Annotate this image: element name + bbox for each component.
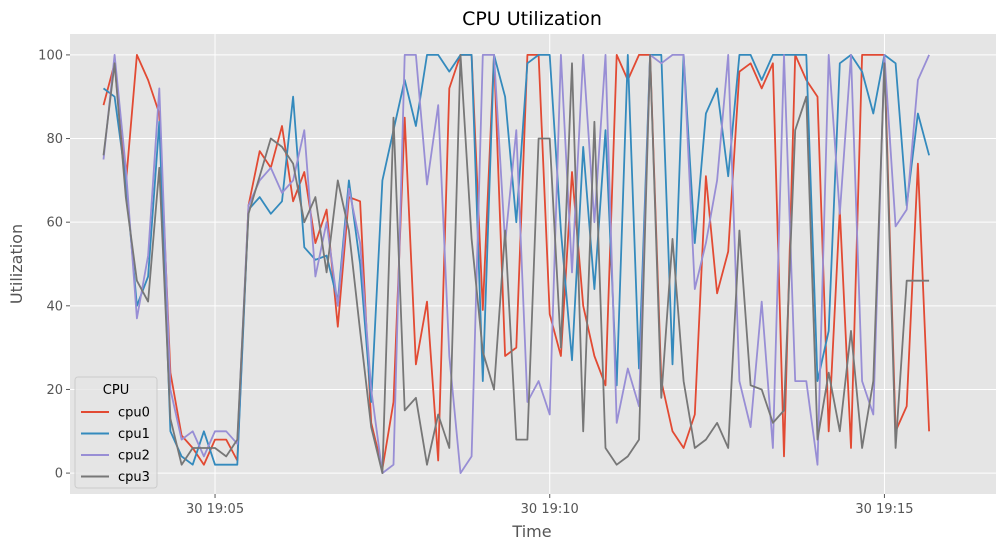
y-axis-ticks: 0 20 40 60 80 100	[38, 48, 70, 482]
y-tick-label: 80	[46, 132, 63, 147]
plot-area	[70, 34, 996, 494]
legend-label-cpu1: cpu1	[118, 427, 150, 442]
legend-title: CPU	[103, 383, 129, 398]
y-tick-label: 60	[46, 216, 63, 231]
y-axis-label: Utilization	[7, 224, 26, 304]
x-tick-label: 30 19:10	[521, 502, 579, 517]
x-axis-label: Time	[511, 522, 551, 541]
x-tick-label: 30 19:05	[186, 502, 244, 517]
legend-box	[74, 376, 158, 489]
y-tick-label: 0	[55, 467, 63, 482]
y-tick-label: 40	[46, 299, 63, 314]
x-tick-label: 30 19:15	[855, 502, 913, 517]
x-axis-ticks: 30 19:05 30 19:10 30 19:15	[186, 494, 914, 517]
chart-title: CPU Utilization	[462, 8, 602, 30]
legend-label-cpu0: cpu0	[118, 406, 150, 421]
legend-items: cpu0 cpu1 cpu2 cpu3	[81, 406, 150, 485]
y-tick-label: 100	[38, 48, 63, 63]
series-line-cpu3	[102, 54, 930, 475]
y-tick-label: 20	[46, 383, 63, 398]
series-lines	[102, 54, 930, 475]
legend-label-cpu3: cpu3	[118, 470, 150, 485]
legend: CPU cpu0 cpu1 cpu2 cpu3	[74, 376, 158, 489]
legend-label-cpu2: cpu2	[118, 449, 150, 464]
